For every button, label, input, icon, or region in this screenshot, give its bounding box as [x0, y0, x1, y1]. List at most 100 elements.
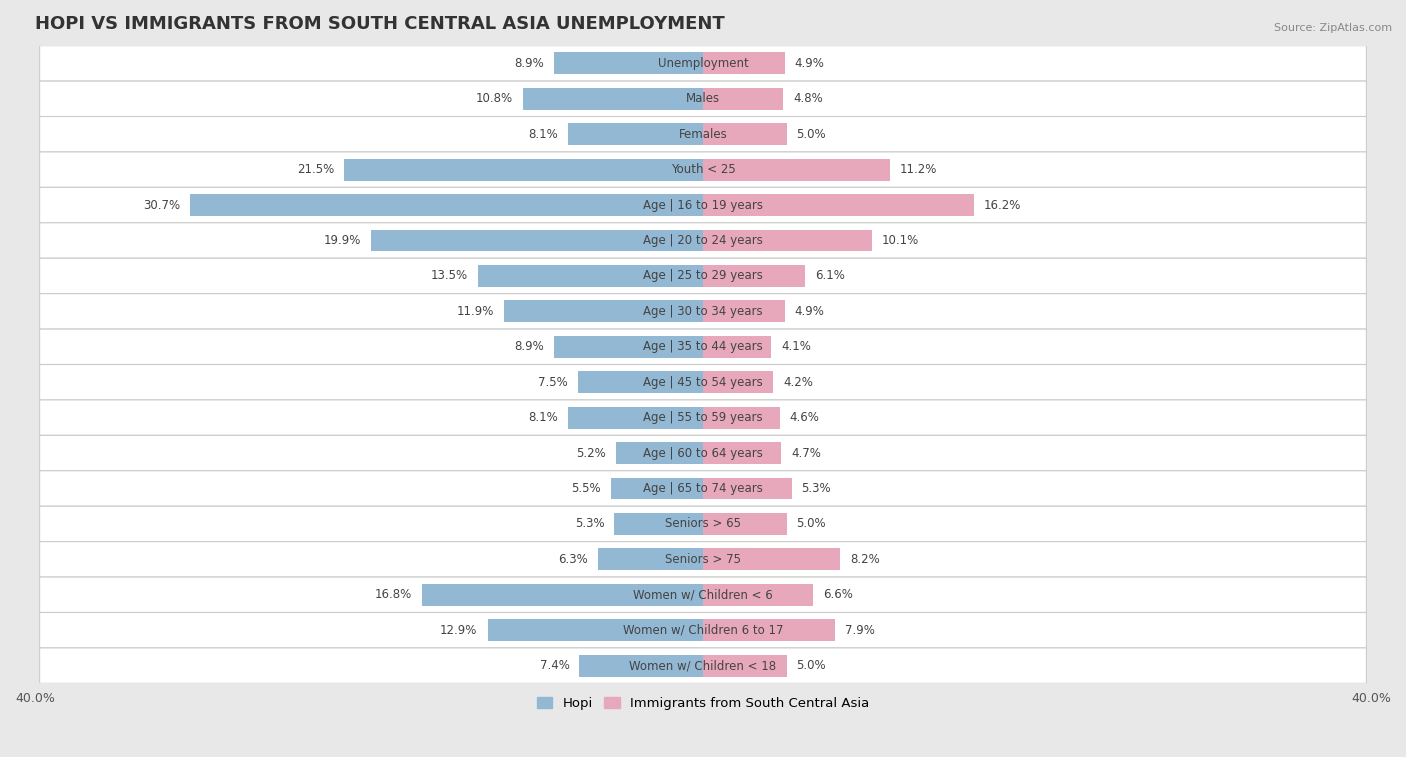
- Text: Women w/ Children 6 to 17: Women w/ Children 6 to 17: [623, 624, 783, 637]
- FancyBboxPatch shape: [39, 45, 1367, 81]
- Text: 4.9%: 4.9%: [794, 57, 825, 70]
- Text: 8.1%: 8.1%: [527, 411, 558, 424]
- Bar: [478, 265, 703, 287]
- FancyBboxPatch shape: [39, 365, 1367, 400]
- Bar: [612, 478, 703, 500]
- Bar: [703, 194, 973, 216]
- Bar: [703, 52, 785, 74]
- Text: 4.2%: 4.2%: [783, 375, 813, 388]
- Text: Unemployment: Unemployment: [658, 57, 748, 70]
- Bar: [703, 159, 890, 181]
- Text: 4.8%: 4.8%: [793, 92, 823, 105]
- FancyBboxPatch shape: [39, 542, 1367, 577]
- Text: 7.9%: 7.9%: [845, 624, 875, 637]
- Text: HOPI VS IMMIGRANTS FROM SOUTH CENTRAL ASIA UNEMPLOYMENT: HOPI VS IMMIGRANTS FROM SOUTH CENTRAL AS…: [35, 15, 724, 33]
- Text: Seniors > 65: Seniors > 65: [665, 518, 741, 531]
- Text: 16.2%: 16.2%: [984, 198, 1021, 212]
- Bar: [703, 123, 786, 145]
- Bar: [703, 619, 835, 641]
- Bar: [703, 371, 773, 393]
- Text: 6.6%: 6.6%: [824, 588, 853, 601]
- Text: Women w/ Children < 18: Women w/ Children < 18: [630, 659, 776, 672]
- Bar: [488, 619, 703, 641]
- Text: Seniors > 75: Seniors > 75: [665, 553, 741, 565]
- FancyBboxPatch shape: [39, 400, 1367, 435]
- Text: Women w/ Children < 6: Women w/ Children < 6: [633, 588, 773, 601]
- Text: Age | 35 to 44 years: Age | 35 to 44 years: [643, 341, 763, 354]
- Bar: [371, 229, 703, 251]
- Text: Age | 20 to 24 years: Age | 20 to 24 years: [643, 234, 763, 247]
- Text: 10.1%: 10.1%: [882, 234, 920, 247]
- Text: 11.9%: 11.9%: [457, 305, 495, 318]
- Text: 4.7%: 4.7%: [792, 447, 821, 459]
- Text: 5.3%: 5.3%: [575, 518, 605, 531]
- FancyBboxPatch shape: [39, 577, 1367, 612]
- Bar: [703, 478, 792, 500]
- Text: 6.3%: 6.3%: [558, 553, 588, 565]
- Bar: [703, 336, 772, 358]
- FancyBboxPatch shape: [39, 471, 1367, 506]
- Text: 5.0%: 5.0%: [797, 518, 827, 531]
- Text: 8.9%: 8.9%: [515, 341, 544, 354]
- Bar: [703, 442, 782, 464]
- Text: 16.8%: 16.8%: [375, 588, 412, 601]
- Text: Males: Males: [686, 92, 720, 105]
- Text: 5.3%: 5.3%: [801, 482, 831, 495]
- Text: 13.5%: 13.5%: [430, 269, 468, 282]
- Bar: [614, 513, 703, 535]
- Text: Age | 25 to 29 years: Age | 25 to 29 years: [643, 269, 763, 282]
- Bar: [190, 194, 703, 216]
- Bar: [598, 548, 703, 570]
- Text: 19.9%: 19.9%: [323, 234, 360, 247]
- Text: 7.4%: 7.4%: [540, 659, 569, 672]
- Text: 4.9%: 4.9%: [794, 305, 825, 318]
- Text: 5.5%: 5.5%: [571, 482, 602, 495]
- Text: 21.5%: 21.5%: [297, 164, 333, 176]
- Bar: [703, 655, 786, 677]
- Text: 7.5%: 7.5%: [538, 375, 568, 388]
- Bar: [703, 301, 785, 322]
- Bar: [703, 513, 786, 535]
- Text: 12.9%: 12.9%: [440, 624, 478, 637]
- Bar: [568, 407, 703, 428]
- Text: Age | 16 to 19 years: Age | 16 to 19 years: [643, 198, 763, 212]
- FancyBboxPatch shape: [39, 258, 1367, 294]
- Text: Age | 55 to 59 years: Age | 55 to 59 years: [643, 411, 763, 424]
- FancyBboxPatch shape: [39, 506, 1367, 542]
- Text: Age | 65 to 74 years: Age | 65 to 74 years: [643, 482, 763, 495]
- Text: Source: ZipAtlas.com: Source: ZipAtlas.com: [1274, 23, 1392, 33]
- Bar: [554, 52, 703, 74]
- Text: 4.6%: 4.6%: [790, 411, 820, 424]
- Bar: [703, 265, 804, 287]
- Legend: Hopi, Immigrants from South Central Asia: Hopi, Immigrants from South Central Asia: [531, 691, 875, 715]
- FancyBboxPatch shape: [39, 223, 1367, 258]
- Text: 6.1%: 6.1%: [815, 269, 845, 282]
- Text: 5.0%: 5.0%: [797, 128, 827, 141]
- Bar: [703, 229, 872, 251]
- Bar: [703, 584, 813, 606]
- Bar: [616, 442, 703, 464]
- Bar: [703, 88, 783, 110]
- Text: Age | 60 to 64 years: Age | 60 to 64 years: [643, 447, 763, 459]
- Bar: [523, 88, 703, 110]
- Text: Youth < 25: Youth < 25: [671, 164, 735, 176]
- Text: Age | 30 to 34 years: Age | 30 to 34 years: [643, 305, 763, 318]
- Text: 30.7%: 30.7%: [143, 198, 180, 212]
- Bar: [554, 336, 703, 358]
- Text: 8.1%: 8.1%: [527, 128, 558, 141]
- FancyBboxPatch shape: [39, 152, 1367, 188]
- FancyBboxPatch shape: [39, 612, 1367, 648]
- FancyBboxPatch shape: [39, 188, 1367, 223]
- FancyBboxPatch shape: [39, 294, 1367, 329]
- Text: 5.0%: 5.0%: [797, 659, 827, 672]
- Text: 10.8%: 10.8%: [475, 92, 513, 105]
- FancyBboxPatch shape: [39, 329, 1367, 365]
- Text: Age | 45 to 54 years: Age | 45 to 54 years: [643, 375, 763, 388]
- Text: 4.1%: 4.1%: [782, 341, 811, 354]
- Bar: [568, 123, 703, 145]
- Bar: [578, 371, 703, 393]
- Bar: [505, 301, 703, 322]
- Bar: [422, 584, 703, 606]
- Text: Females: Females: [679, 128, 727, 141]
- Bar: [703, 407, 780, 428]
